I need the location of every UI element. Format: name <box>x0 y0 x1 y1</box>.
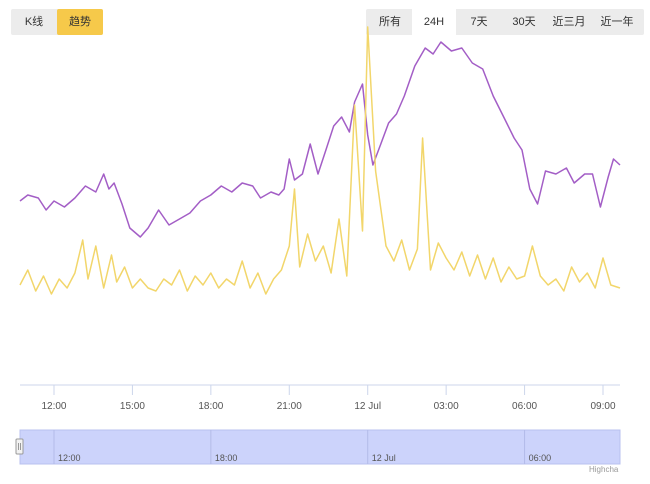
range-all-button[interactable]: 所有 <box>379 16 401 28</box>
range-1y-button[interactable]: 近一年 <box>600 16 634 28</box>
navigator-mask[interactable] <box>19 429 621 465</box>
navigator[interactable]: 12:00 18:00 12 Jul 06:00 <box>15 429 621 465</box>
range-30d-button[interactable]: 30天 <box>512 16 536 28</box>
x-tick-label: 06:00 <box>512 401 537 412</box>
x-tick-label: 12:00 <box>41 401 66 412</box>
range-3m-button[interactable]: 近三月 <box>552 16 586 28</box>
x-tick-label: 21:00 <box>277 401 302 412</box>
range-7d-button[interactable]: 7天 <box>470 16 488 28</box>
navigator-tick-label: 18:00 <box>215 453 238 463</box>
navigator-tick-label: 12:00 <box>58 453 81 463</box>
view-toggle-group: K线 趋势 <box>11 9 103 35</box>
navigator-left-handle[interactable] <box>15 438 24 455</box>
navigator-tick-label: 06:00 <box>529 453 552 463</box>
k-line-button[interactable]: K线 <box>24 16 44 28</box>
x-axis: 12:00 15:00 18:00 21:00 12 Jul 03:00 06:00 09:0… <box>41 385 616 412</box>
navigator-tick-label: 12 Jul <box>372 453 396 463</box>
x-tick-label: 03:00 <box>434 401 459 412</box>
x-tick-label: 18:00 <box>198 401 223 412</box>
range-selector: 所有 24H 7天 30天 近三月 近一年 <box>366 9 644 35</box>
range-24h-button[interactable]: 24H <box>412 9 456 35</box>
x-tick-label: 15:00 <box>120 401 145 412</box>
navigator-axis: 12:00 18:00 12 Jul 06:00 <box>53 430 552 464</box>
x-tick-label: 09:00 <box>590 401 615 412</box>
series-line-2 <box>19 26 621 295</box>
series-line-1 <box>19 41 621 238</box>
series-layer <box>19 26 621 295</box>
trend-button[interactable]: 趋势 <box>57 9 103 35</box>
credits[interactable]: Highcha <box>589 465 619 474</box>
x-tick-label: 12 Jul <box>354 401 381 412</box>
